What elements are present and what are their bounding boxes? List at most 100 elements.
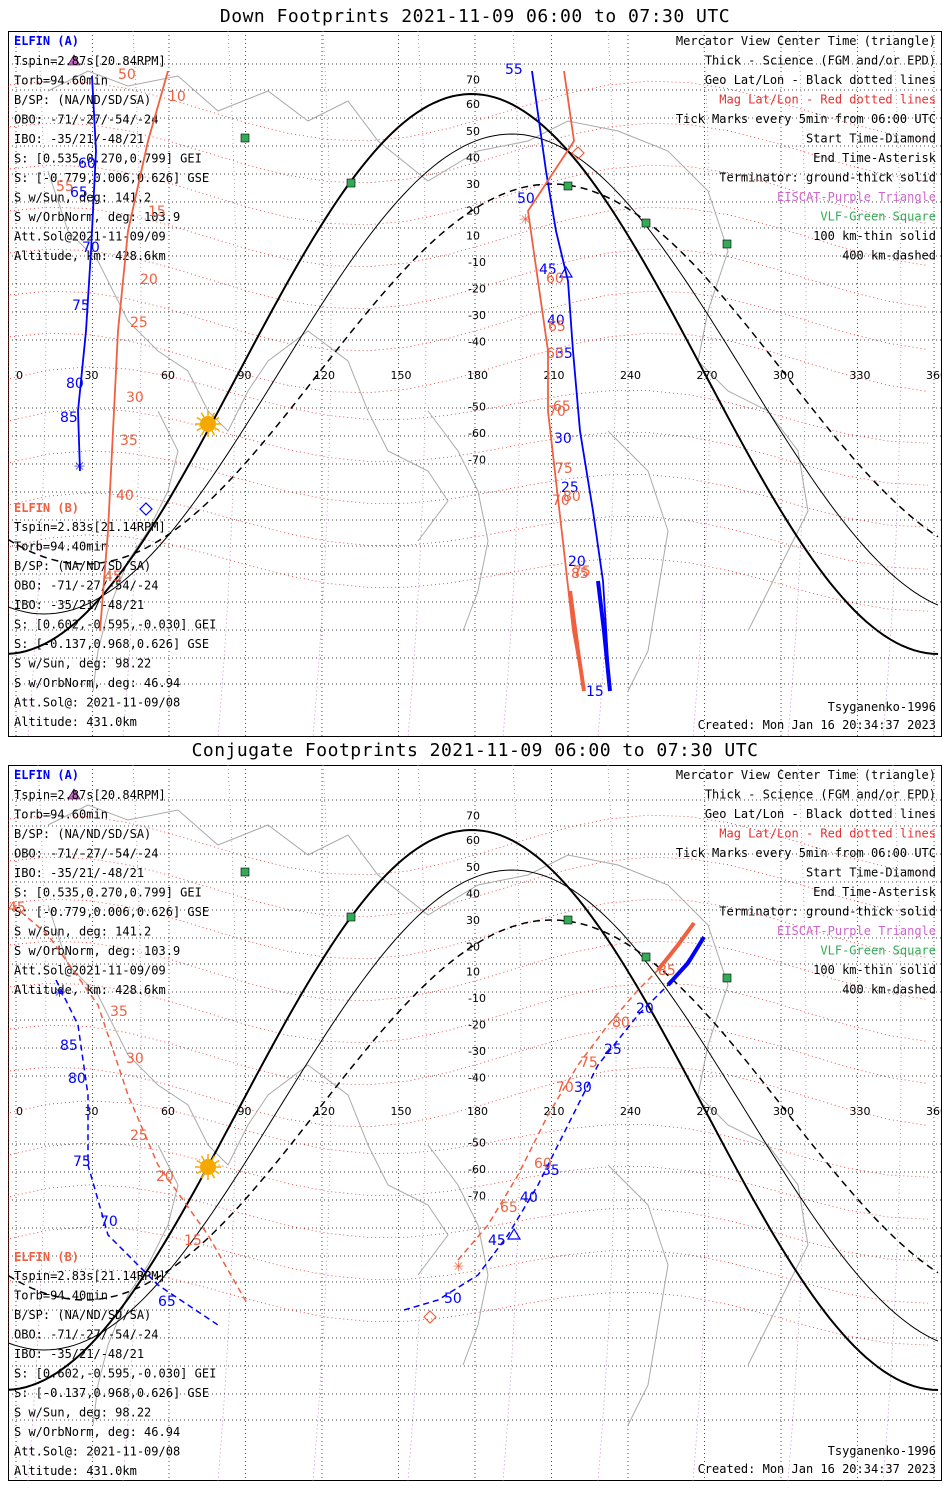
- elfin-a-info: B/SP: (NA/ND/SD/SA): [14, 93, 151, 107]
- elfin-b-tick-label: 35: [110, 1004, 128, 1020]
- elfin-a-tick-label: 80: [68, 1071, 86, 1087]
- vlf-station-square: [346, 178, 356, 188]
- coastline: [607, 430, 669, 692]
- elfin-a-info: Att.Sol@2021-11-09/09: [14, 964, 166, 978]
- lat-tick-label: 10: [466, 229, 480, 242]
- lat-tick-label: -60: [468, 1163, 486, 1176]
- coastline: [427, 1144, 489, 1366]
- lon-tick-label: 360: [926, 1105, 942, 1118]
- lon-tick-label: 120: [314, 369, 335, 382]
- center-time-triangle: [506, 1227, 522, 1240]
- lon-tick-label: 330: [850, 369, 871, 382]
- elfin-b-tick-label: 20: [140, 272, 158, 288]
- sun-ray: [214, 427, 220, 432]
- lat-tick-label: 40: [466, 887, 480, 900]
- elfin-a-tick-label: 20: [568, 554, 586, 570]
- lat-tick-label: -20: [468, 283, 486, 296]
- lon-tick-label: 210: [544, 369, 565, 382]
- coastline: [47, 70, 809, 632]
- lon-tick-label: 30: [85, 1105, 99, 1118]
- elfin-b-info: OBO: -71/-27/-54/-24: [14, 579, 159, 593]
- elfin-a-info: Tspin=2.87s[20.84RPM]: [14, 788, 166, 802]
- terminator-400km: [8, 183, 939, 565]
- elfin-a-tick-label: 60: [78, 156, 96, 172]
- elfin-b-tick-label: 50: [118, 67, 136, 83]
- lat-tick-label: -60: [468, 427, 486, 440]
- elfin-a-tick-label: 80: [66, 376, 84, 392]
- elfin-a-info: S: [0.535,0.270,0.799] GEI: [14, 886, 202, 900]
- sun-ray: [196, 1170, 202, 1175]
- elfin-b-tick-label: 75: [573, 564, 591, 580]
- elfin-b-info: B/SP: (NA/ND/SD/SA): [14, 559, 151, 573]
- elfin-a-tick-label: 25: [604, 1042, 622, 1058]
- elfin-b-science: [656, 921, 696, 972]
- lon-tick-label: 0: [16, 369, 23, 382]
- vlf-station-square: [563, 915, 573, 925]
- mag-lon-line: [407, 31, 427, 737]
- legend-item: End Time-Asterisk: [813, 151, 937, 165]
- sun-ray: [200, 1173, 205, 1179]
- elfin-a-info: S: [-0.779,0.006,0.626] GSE: [14, 905, 209, 919]
- elfin-b-tick-label: 35: [120, 433, 138, 449]
- sun-ray: [214, 416, 220, 421]
- elfin-b-info: S: [-0.137,0.968,0.626] GSE: [14, 1386, 209, 1400]
- sun-ray: [200, 430, 205, 436]
- lat-tick-label: -70: [468, 454, 486, 467]
- vlf-station-square: [240, 867, 250, 877]
- coastline: [47, 804, 809, 1366]
- elfin-b-tick-label: 60: [534, 1156, 552, 1172]
- legend-item: End Time-Asterisk: [813, 885, 937, 899]
- elfin-a-info: S w/OrbNorm, deg: 103.9: [14, 210, 180, 224]
- elfin-b-info: S w/OrbNorm, deg: 46.94: [14, 676, 180, 690]
- lat-tick-label: -50: [468, 400, 486, 413]
- elfin-a-tick-label: 75: [72, 298, 90, 314]
- eiscat-triangle: [67, 788, 81, 800]
- mag-lon-line: [787, 31, 807, 737]
- sun-ray: [214, 1159, 220, 1164]
- lon-tick-label: 270: [697, 369, 718, 382]
- elfin-b-tick-label: 20: [156, 1169, 174, 1185]
- vlf-station-square: [641, 952, 651, 962]
- sun-ray: [214, 1170, 220, 1175]
- elfin-a-info: OBO: -71/-27/-54/-24: [14, 847, 159, 861]
- elfin-a-science: [666, 935, 706, 987]
- sun-ray: [196, 1159, 202, 1164]
- elfin-b-tick-label: 65: [553, 399, 571, 415]
- lat-tick-label: 50: [466, 861, 480, 874]
- start-diamond: [139, 502, 153, 516]
- eiscat-triangle: [67, 54, 81, 66]
- elfin-b-tick-label: 65: [548, 319, 566, 335]
- elfin-a-tick-label: 30: [554, 431, 572, 447]
- legend-item: 400 km-dashed: [842, 249, 936, 263]
- elfin-a-tick-label: 70: [82, 240, 100, 256]
- vlf-station-square: [563, 181, 573, 191]
- elfin-a-info: Altitude, km: 428.6km: [14, 983, 166, 997]
- legend-item: Terminator: ground-thick solid: [719, 171, 936, 185]
- elfin-b-tick-label: 60: [546, 271, 564, 287]
- elfin-a-tick-label: 50: [444, 1291, 462, 1307]
- elfin-a-track: [55, 979, 219, 1326]
- elfin-b-tick-label: 45: [8, 900, 26, 916]
- elfin-a-info: IBO: -35/21/-48/21: [14, 866, 144, 880]
- lon-tick-label: 60: [161, 1105, 175, 1118]
- elfin-b-science: [568, 590, 586, 692]
- vlf-station-square: [641, 218, 651, 228]
- legend-item: Mag Lat/Lon - Red dotted lines: [719, 93, 936, 107]
- legend-item: EISCAT-Purple Triangle: [777, 190, 936, 204]
- lon-tick-label: 240: [620, 1105, 641, 1118]
- vlf-station-square: [346, 912, 356, 922]
- lon-tick-label: 150: [391, 1105, 412, 1118]
- elfin-a-info: Tspin=2.87s[20.84RPM]: [14, 54, 166, 68]
- lat-tick-label: -20: [468, 1019, 486, 1032]
- elfin-a-end-asterisk: ✳: [54, 981, 65, 1002]
- legend-item: Geo Lat/Lon - Black dotted lines: [705, 73, 936, 87]
- lat-tick-label: -10: [468, 256, 486, 269]
- model-name: Tsyganenko-1996: [828, 1444, 936, 1458]
- elfin-b-tick-label: 85: [571, 566, 589, 582]
- sun-ray: [211, 430, 216, 436]
- legend-item: Start Time-Diamond: [806, 866, 936, 880]
- legend-item: Terminator: ground-thick solid: [719, 905, 936, 919]
- lat-tick-label: 60: [466, 834, 480, 847]
- elfin-a-tick-label: 20: [636, 1001, 654, 1017]
- elfin-b-tick-label: 25: [130, 1128, 148, 1144]
